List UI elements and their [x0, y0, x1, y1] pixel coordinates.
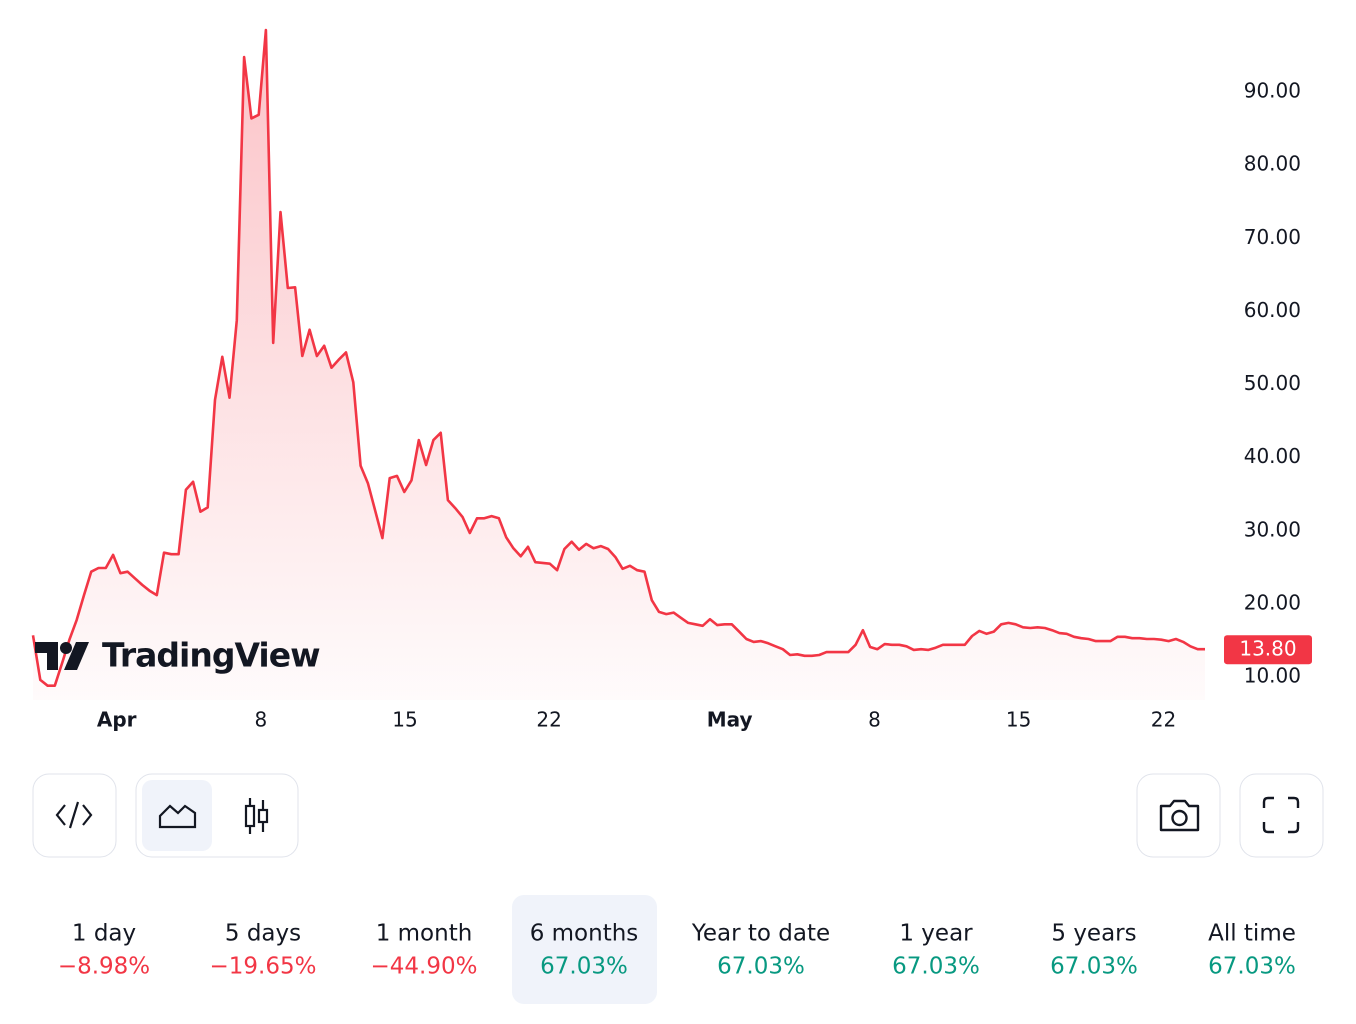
- y-tick-label: 50.00: [1244, 371, 1301, 395]
- period-button[interactable]: 6 months 67.03%: [512, 895, 657, 1004]
- y-tick-label: 80.00: [1244, 152, 1301, 176]
- period-label: All time: [1208, 921, 1296, 947]
- period-button[interactable]: 1 year 67.03%: [892, 921, 980, 980]
- fullscreen-button[interactable]: [1239, 773, 1324, 858]
- period-label: 6 months: [530, 921, 639, 947]
- plot: 10.00 20.00 30.00 40.00 50.00 60.00 70.00 80.00…: [31, 28, 1312, 732]
- logo-mark: [64, 642, 89, 670]
- period-label: 1 year: [899, 921, 973, 947]
- fullscreen-icon: [1262, 796, 1300, 834]
- period-label: Year to date: [691, 921, 830, 947]
- period-change: 67.03%: [892, 954, 980, 980]
- camera-icon: [1159, 799, 1200, 832]
- period-change: −44.90%: [371, 954, 478, 980]
- period-button[interactable]: 5 years 67.03%: [1050, 921, 1138, 980]
- price-line: [31, 28, 1205, 687]
- period-button[interactable]: All time 67.03%: [1208, 921, 1296, 980]
- period-change: −19.65%: [210, 954, 317, 980]
- area-button[interactable]: [142, 780, 212, 851]
- toolbar: [32, 773, 1324, 858]
- x-tick-label: 15: [392, 708, 417, 732]
- period-label: 5 days: [225, 921, 301, 947]
- snapshot-button[interactable]: [1136, 773, 1221, 858]
- logo: TradingView: [35, 636, 321, 675]
- y-tick-label: 70.00: [1244, 225, 1301, 249]
- period-change: −8.98%: [58, 954, 150, 980]
- x-tick-label: 22: [1151, 708, 1176, 732]
- x-tick-label: 15: [1006, 708, 1031, 732]
- y-tick-label: 90.00: [1244, 79, 1301, 103]
- y-tick-label: 10.00: [1244, 663, 1301, 687]
- area-fill: [33, 30, 1205, 700]
- logo-mark: [60, 642, 72, 654]
- x-tick-label: May: [707, 708, 753, 732]
- area-icon: [158, 804, 197, 829]
- period-button[interactable]: 5 days −19.65%: [210, 921, 317, 980]
- period-label: 1 day: [72, 921, 136, 947]
- period-selected-bg: [512, 895, 657, 1004]
- y-tick-label: 20.00: [1244, 590, 1301, 614]
- y-tick-label: 30.00: [1244, 517, 1301, 541]
- period-button[interactable]: Year to date 67.03%: [691, 921, 830, 980]
- period-label: 1 month: [376, 921, 473, 947]
- x-tick-label: 8: [868, 708, 881, 732]
- y-tick-label: 40.00: [1244, 444, 1301, 468]
- period-change: 67.03%: [540, 954, 628, 980]
- period-bar: 1 day −8.98% 5 days −19.65% 1 month −44.90% 6 …: [58, 895, 1296, 1004]
- logo-text: TradingView: [102, 636, 320, 675]
- last-price-tag: [1224, 635, 1312, 665]
- candle-icon: [257, 808, 269, 824]
- period-button[interactable]: 1 month −44.90%: [371, 921, 478, 980]
- candle-button[interactable]: [226, 780, 290, 851]
- period-button[interactable]: 1 day −8.98%: [58, 921, 150, 980]
- period-change: 67.03%: [717, 954, 805, 980]
- logo-mark: [35, 642, 58, 670]
- embed-icon: [55, 801, 93, 829]
- x-tick-label: 8: [254, 708, 267, 732]
- camera-icon: [1171, 809, 1188, 827]
- candle-icon: [244, 804, 256, 828]
- y-tick-label: 60.00: [1244, 298, 1301, 322]
- last-price-label: 13.80: [1239, 637, 1296, 661]
- x-tick-label: Apr: [97, 708, 137, 732]
- period-change: 67.03%: [1050, 954, 1138, 980]
- x-tick-label: 22: [536, 708, 561, 732]
- period-change: 67.03%: [1208, 954, 1296, 980]
- period-label: 5 years: [1051, 921, 1136, 947]
